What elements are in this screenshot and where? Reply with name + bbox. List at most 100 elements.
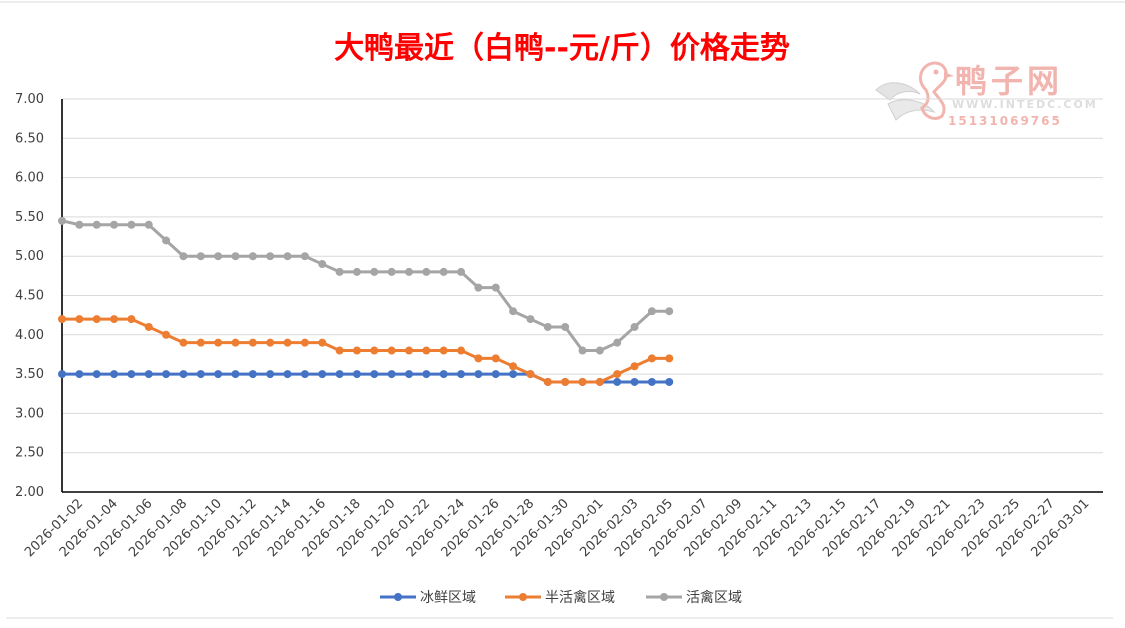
data-point — [370, 267, 379, 276]
data-point — [58, 315, 66, 324]
data-point — [144, 220, 153, 229]
data-point — [335, 370, 344, 379]
data-point — [127, 315, 136, 324]
legend-item: 半活禽区域 — [505, 589, 615, 606]
data-point — [214, 338, 223, 347]
data-point — [405, 267, 413, 276]
y-tick-label: 2.00 — [15, 485, 44, 500]
data-point — [457, 346, 466, 355]
data-point — [196, 370, 205, 379]
data-point — [405, 346, 413, 355]
axes — [61, 99, 1103, 493]
y-tick-label: 5.00 — [15, 249, 44, 264]
data-point — [647, 307, 656, 316]
data-point — [543, 322, 552, 331]
data-point — [370, 370, 379, 379]
data-point — [474, 370, 483, 379]
legend-swatch-marker — [660, 593, 668, 601]
y-tick-label: 3.00 — [15, 406, 44, 421]
data-point — [665, 307, 674, 316]
data-point — [387, 370, 396, 379]
data-point — [318, 260, 327, 269]
data-point — [214, 252, 223, 261]
data-point — [75, 370, 84, 379]
data-point — [248, 370, 257, 379]
data-point — [630, 377, 639, 386]
y-tick-label: 2.50 — [15, 446, 44, 461]
data-point — [561, 322, 570, 331]
y-tick-label: 6.00 — [15, 171, 44, 186]
legend-swatch-marker — [394, 593, 402, 601]
data-point — [509, 362, 518, 371]
watermark-url: WWW.INTEDC.COM — [952, 98, 1098, 111]
data-point — [162, 330, 171, 339]
data-point — [162, 236, 171, 245]
data-point — [405, 370, 413, 379]
data-point — [613, 338, 622, 347]
data-point — [439, 346, 448, 355]
data-point — [474, 354, 483, 363]
data-point — [196, 338, 205, 347]
legend-swatch-marker — [519, 593, 527, 601]
data-point — [578, 377, 587, 386]
data-point — [248, 338, 257, 347]
data-point — [92, 370, 101, 379]
data-point — [561, 377, 570, 386]
data-point — [509, 307, 518, 316]
data-point — [630, 362, 639, 371]
data-point — [387, 267, 396, 276]
data-point — [283, 252, 292, 261]
series-2 — [58, 315, 674, 386]
data-point — [300, 252, 309, 261]
legend-label: 活禽区域 — [686, 589, 742, 606]
series-layer — [58, 216, 674, 386]
data-point — [422, 267, 431, 276]
data-point — [75, 315, 84, 324]
data-point — [335, 346, 344, 355]
data-point — [457, 370, 466, 379]
data-point — [491, 283, 500, 292]
data-point — [75, 220, 84, 229]
data-point — [110, 220, 119, 229]
data-point — [179, 252, 188, 261]
data-point — [196, 252, 205, 261]
data-point — [110, 315, 119, 324]
data-point — [266, 338, 275, 347]
data-point — [352, 267, 361, 276]
data-point — [491, 354, 500, 363]
chart-title: 大鸭最近（白鸭--元/斤）价格走势 — [334, 31, 790, 66]
data-point — [352, 346, 361, 355]
y-tick-label: 4.50 — [15, 289, 44, 304]
legend-label: 半活禽区域 — [545, 589, 615, 606]
legend-label: 冰鲜区域 — [420, 590, 476, 606]
data-point — [248, 252, 257, 261]
duck-logo-icon — [875, 61, 954, 121]
watermark-logo: 鸭子网 WWW.INTEDC.COM 15131069765 — [875, 61, 1098, 128]
legend-item: 冰鲜区域 — [380, 590, 476, 606]
data-point — [127, 370, 136, 379]
y-tick-label: 5.50 — [15, 210, 44, 225]
data-point — [231, 370, 240, 379]
data-point — [127, 220, 136, 229]
legend-item: 活禽区域 — [646, 589, 742, 606]
y-tick-label: 7.00 — [15, 92, 44, 107]
data-point — [58, 216, 66, 225]
data-point — [647, 377, 656, 386]
data-point — [422, 346, 431, 355]
y-axis-ticks: 2.00 2.50 3.00 3.50 4.00 4.50 5.00 5.50 6.00 6.50… — [15, 92, 44, 500]
y-tick-label: 4.00 — [15, 328, 44, 343]
series-3 — [58, 216, 674, 355]
data-point — [179, 338, 188, 347]
data-point — [578, 346, 587, 355]
data-point — [92, 220, 101, 229]
data-point — [509, 370, 518, 379]
data-point — [543, 377, 552, 386]
data-point — [457, 267, 466, 276]
data-point — [665, 354, 674, 363]
data-point — [283, 370, 292, 379]
data-point — [474, 283, 483, 292]
data-point — [231, 252, 240, 261]
data-point — [318, 338, 327, 347]
data-point — [526, 370, 535, 379]
y-tick-label: 6.50 — [15, 131, 44, 146]
